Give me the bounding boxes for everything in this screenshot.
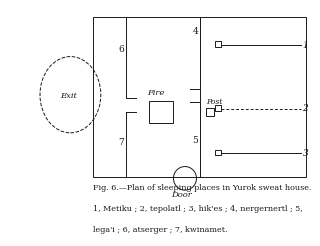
- Text: 5: 5: [192, 136, 198, 145]
- Bar: [215, 150, 221, 155]
- Text: Fire: Fire: [147, 89, 165, 97]
- Text: Door: Door: [171, 191, 192, 199]
- Bar: [206, 108, 214, 116]
- Text: lega'i ; 6, atserger ; 7, kwinamet.: lega'i ; 6, atserger ; 7, kwinamet.: [93, 226, 227, 234]
- Text: Post: Post: [206, 98, 222, 106]
- Bar: [93, 17, 306, 177]
- Bar: [215, 42, 221, 47]
- Text: 3: 3: [302, 149, 308, 158]
- Text: 6: 6: [119, 45, 124, 54]
- Text: 2: 2: [302, 105, 308, 113]
- Text: 1: 1: [302, 41, 308, 49]
- Bar: [215, 106, 221, 111]
- Bar: [149, 101, 173, 123]
- Text: 4: 4: [192, 28, 198, 36]
- Text: Exit: Exit: [60, 92, 76, 100]
- Text: Fig. 6.—Plan of sleeping places in Yurok sweat house.: Fig. 6.—Plan of sleeping places in Yurok…: [93, 184, 311, 193]
- Text: 1, Metiku ; 2, tepolatl ; 3, hik'es ; 4, nergernertl ; 5,: 1, Metiku ; 2, tepolatl ; 3, hik'es ; 4,…: [93, 205, 302, 214]
- Text: 7: 7: [119, 138, 124, 147]
